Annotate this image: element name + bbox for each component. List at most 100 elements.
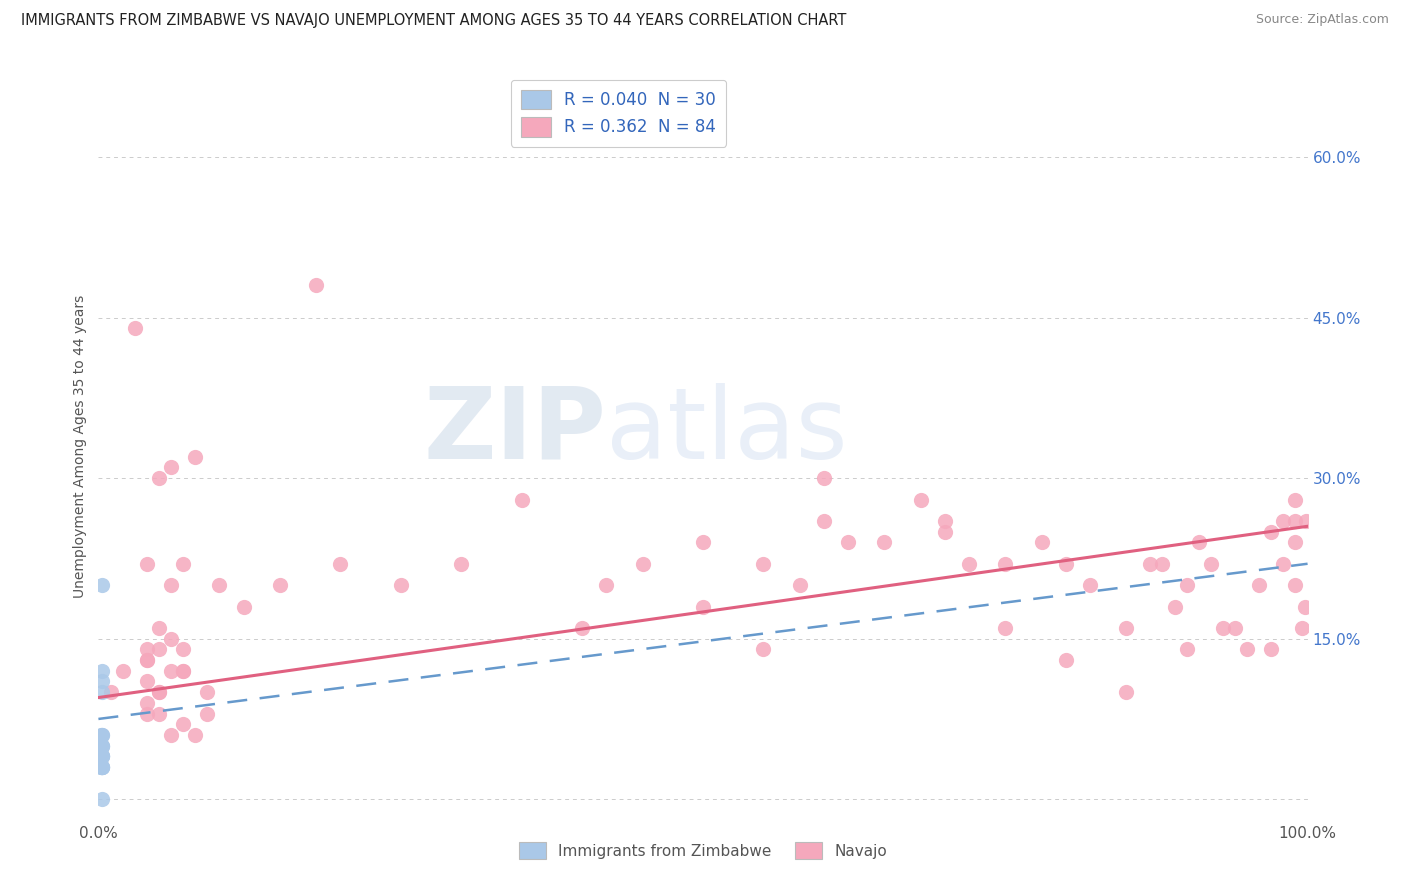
Point <box>692 535 714 549</box>
Point <box>571 621 593 635</box>
Point <box>135 653 157 667</box>
Point <box>160 460 183 475</box>
Point <box>1175 578 1198 592</box>
Point <box>135 674 157 689</box>
Point <box>1175 642 1198 657</box>
Point <box>329 557 352 571</box>
Point <box>148 685 170 699</box>
Text: atlas: atlas <box>606 383 848 480</box>
Point <box>1294 599 1316 614</box>
Point <box>1272 557 1295 571</box>
Point <box>1284 578 1306 592</box>
Point <box>1078 578 1101 592</box>
Point <box>91 685 114 699</box>
Point <box>91 739 114 753</box>
Point <box>91 674 114 689</box>
Point <box>90 739 112 753</box>
Y-axis label: Unemployment Among Ages 35 to 44 years: Unemployment Among Ages 35 to 44 years <box>73 294 87 598</box>
Point <box>595 578 617 592</box>
Point <box>91 728 114 742</box>
Point <box>1188 535 1211 549</box>
Point <box>389 578 412 592</box>
Point <box>305 278 328 293</box>
Point <box>160 632 183 646</box>
Point <box>208 578 231 592</box>
Text: ZIP: ZIP <box>423 383 606 480</box>
Point <box>789 578 811 592</box>
Point <box>450 557 472 571</box>
Point <box>91 664 114 678</box>
Point <box>1054 653 1077 667</box>
Point <box>148 706 170 721</box>
Point <box>1291 621 1313 635</box>
Point <box>172 664 194 678</box>
Point <box>148 621 170 635</box>
Point <box>91 578 114 592</box>
Point <box>994 621 1017 635</box>
Point <box>135 696 157 710</box>
Point <box>1152 557 1174 571</box>
Point <box>837 535 859 549</box>
Point <box>1139 557 1161 571</box>
Point <box>631 557 654 571</box>
Point <box>1054 557 1077 571</box>
Point <box>90 739 112 753</box>
Point <box>172 717 194 731</box>
Point <box>91 749 114 764</box>
Point <box>934 514 956 528</box>
Point <box>90 760 112 774</box>
Point <box>1236 642 1258 657</box>
Point <box>692 599 714 614</box>
Point <box>994 557 1017 571</box>
Point <box>91 760 114 774</box>
Point <box>1249 578 1271 592</box>
Point <box>135 706 157 721</box>
Legend: Immigrants from Zimbabwe, Navajo: Immigrants from Zimbabwe, Navajo <box>513 836 893 865</box>
Point <box>172 664 194 678</box>
Point <box>1163 599 1185 614</box>
Point <box>957 557 980 571</box>
Point <box>90 749 112 764</box>
Point <box>1284 492 1306 507</box>
Point <box>148 471 170 485</box>
Point <box>124 321 146 335</box>
Point <box>91 760 114 774</box>
Point <box>1115 621 1137 635</box>
Point <box>135 642 157 657</box>
Point <box>160 578 183 592</box>
Point <box>172 557 194 571</box>
Point <box>91 749 114 764</box>
Point <box>195 706 218 721</box>
Point <box>148 642 170 657</box>
Point <box>135 653 157 667</box>
Point <box>1260 642 1282 657</box>
Point <box>1284 514 1306 528</box>
Point <box>184 728 207 742</box>
Point <box>1272 514 1295 528</box>
Point <box>100 685 122 699</box>
Point <box>813 514 835 528</box>
Point <box>91 760 114 774</box>
Point <box>148 685 170 699</box>
Point <box>160 664 183 678</box>
Text: IMMIGRANTS FROM ZIMBABWE VS NAVAJO UNEMPLOYMENT AMONG AGES 35 TO 44 YEARS CORREL: IMMIGRANTS FROM ZIMBABWE VS NAVAJO UNEMP… <box>21 13 846 29</box>
Point <box>510 492 533 507</box>
Point <box>1031 535 1053 549</box>
Point <box>184 450 207 464</box>
Point <box>873 535 896 549</box>
Point <box>752 642 775 657</box>
Point <box>91 792 114 806</box>
Point <box>91 728 114 742</box>
Point <box>90 749 112 764</box>
Point <box>934 524 956 539</box>
Point <box>91 749 114 764</box>
Point <box>813 471 835 485</box>
Point <box>1212 621 1234 635</box>
Point <box>90 739 112 753</box>
Point <box>111 664 134 678</box>
Point <box>91 739 114 753</box>
Point <box>1295 514 1317 528</box>
Point <box>90 749 112 764</box>
Point <box>91 739 114 753</box>
Point <box>90 728 112 742</box>
